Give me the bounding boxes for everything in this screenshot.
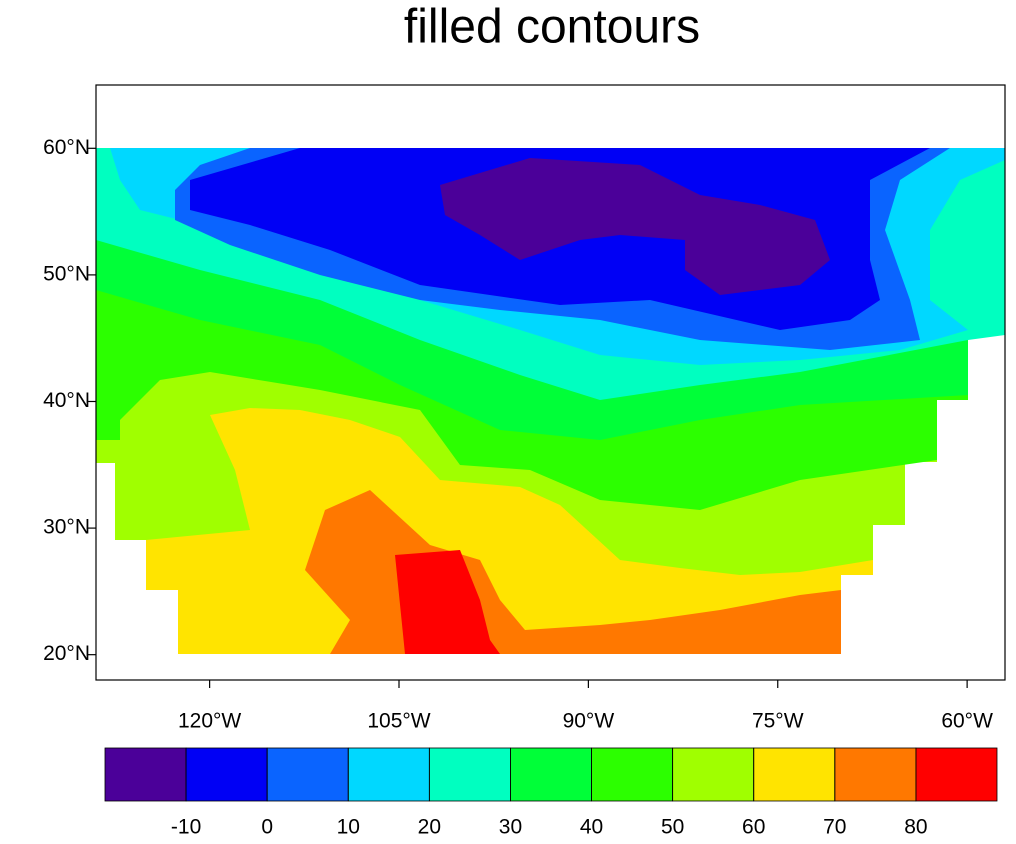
colorbar-box [428,747,511,802]
x-tick-label: 105°W [367,710,430,733]
x-tick-label: 75°W [752,710,804,733]
colorbar-label: 50 [661,816,684,839]
x-tick-label: 90°W [563,710,615,733]
colorbar-label: 80 [904,816,927,839]
colorbar-box [104,747,187,802]
colorbar-box [347,747,430,802]
y-tick-label: 50°N [43,262,90,285]
colorbar: -10 0 10 20 30 40 50 60 70 80 [104,747,998,839]
colorbar-label: 70 [823,816,846,839]
colorbar-box [266,747,349,802]
x-tick-label: 120°W [178,710,241,733]
axes: 120°W 105°W 90°W 75°W 60°W 20°N 30°N 40°N 50°N 60… [43,136,993,733]
contour-band [395,550,500,654]
colorbar-label: 40 [580,816,603,839]
map-frame [95,84,1006,681]
y-tick-label: 30°N [43,516,90,539]
colorbar-box [672,747,755,802]
y-tick-label: 60°N [43,136,90,159]
y-tick-label: 40°N [43,389,90,412]
contour-field [96,148,1005,654]
colorbar-box [185,747,268,802]
colorbar-box [753,747,836,802]
colorbar-box [834,747,917,802]
colorbar-label: 10 [337,816,360,839]
colorbar-box [915,747,998,802]
colorbar-box [591,747,674,802]
colorbar-label: -10 [171,816,201,839]
chart-title: filled contours [404,1,700,54]
x-tick-label: 60°W [941,710,993,733]
y-tick-label: 20°N [43,642,90,665]
colorbar-label: 0 [261,816,273,839]
colorbar-box [510,747,592,802]
colorbar-label: 20 [418,816,441,839]
colorbar-label: 60 [742,816,765,839]
contour-band [440,158,830,295]
colorbar-label: 30 [499,816,522,839]
